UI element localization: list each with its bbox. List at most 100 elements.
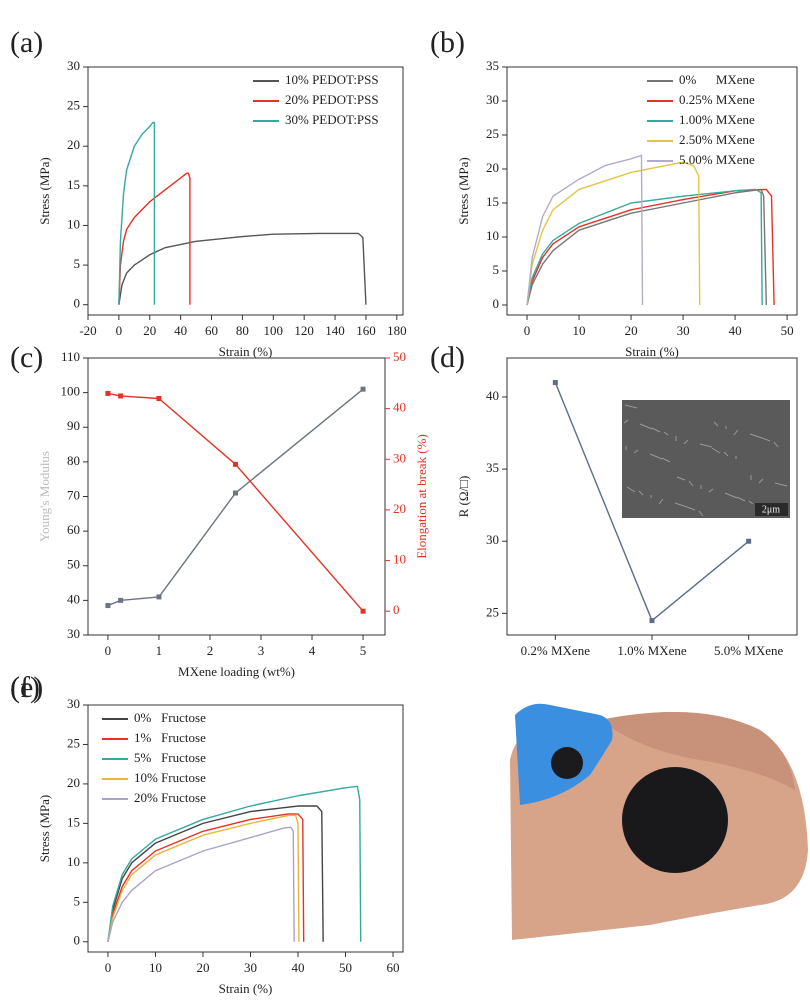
x-tick-label: -20: [79, 323, 96, 338]
x-tick-label: 1.0% MXene: [617, 643, 687, 658]
x-axis-title: Strain (%): [625, 344, 679, 359]
photo: [510, 704, 808, 940]
y2-tick-label: 0: [393, 602, 400, 617]
y-tick-label: 25: [486, 126, 499, 141]
y-tick-label: 10: [486, 228, 499, 243]
x-tick-label: 20: [625, 323, 638, 338]
x-tick-label: 40: [174, 323, 187, 338]
y-tick-label: 40: [486, 388, 499, 403]
y-tick-label: 15: [67, 177, 80, 192]
legend-label: 20% PEDOT:PSS: [285, 92, 379, 107]
y-tick-label: 25: [67, 98, 80, 113]
scale-bar-label: 2μm: [762, 504, 780, 515]
y-tick-label: 0: [493, 296, 500, 311]
y-tick-label: 110: [61, 349, 80, 364]
y2-axis-title: Elongation at break (%): [414, 434, 429, 559]
x-tick-label: 40: [292, 960, 305, 975]
y-tick-label: 30: [486, 532, 499, 547]
y-tick-label: 70: [67, 487, 80, 502]
x-tick-label: 60: [205, 323, 218, 338]
y-tick-label: 5: [74, 893, 81, 908]
x-tick-label: 40: [729, 323, 742, 338]
marker: [361, 387, 366, 392]
y2-tick-label: 20: [393, 501, 406, 516]
x-tick-label: 100: [264, 323, 284, 338]
x-tick-label: 4: [309, 643, 316, 658]
legend-label: 1% Fructose: [134, 730, 206, 745]
x-tick-label: 2: [207, 643, 214, 658]
x-tick-label: 60: [387, 960, 400, 975]
x-tick-label: 5: [360, 643, 367, 658]
legend-label: 0% Fructose: [134, 710, 206, 725]
panel-label: (c): [10, 341, 43, 374]
legend-label: 1.00% MXene: [679, 112, 755, 127]
x-tick-label: 5.0% MXene: [714, 643, 784, 658]
y-axis-title: Young's Modulus: [37, 451, 52, 542]
x-tick-label: 3: [258, 643, 265, 658]
y-tick-label: 50: [67, 557, 80, 572]
y-tick-label: 30: [67, 626, 80, 641]
legend-label: 10% Fructose: [134, 770, 206, 785]
marker: [650, 618, 655, 623]
x-tick-label: 50: [781, 323, 794, 338]
panel-label: (d): [430, 341, 465, 374]
y2-tick-label: 10: [393, 552, 406, 567]
marker: [746, 539, 751, 544]
y-axis-title: Stress (MPa): [37, 157, 52, 225]
x-axis-title: Strain (%): [219, 981, 273, 996]
y-tick-label: 0: [74, 933, 81, 948]
y-tick-label: 25: [67, 735, 80, 750]
legend-label: 2.50% MXene: [679, 132, 755, 147]
x-tick-label: 0: [105, 643, 112, 658]
y-tick-label: 40: [67, 591, 80, 606]
small-electrode: [551, 747, 583, 779]
panel-label: (b): [430, 26, 465, 59]
y2-tick-label: 30: [393, 450, 406, 465]
marker: [233, 462, 238, 467]
large-electrode: [622, 767, 728, 873]
x-axis-title: Strain (%): [219, 344, 273, 359]
x-tick-label: 1: [156, 643, 163, 658]
y-tick-label: 0: [74, 296, 81, 311]
y-tick-label: 5: [74, 256, 81, 271]
y-tick-label: 35: [486, 460, 499, 475]
x-tick-label: 0: [524, 323, 531, 338]
y-tick-label: 15: [486, 194, 499, 209]
legend-label: 20% Fructose: [134, 790, 206, 805]
y2-tick-label: 40: [393, 400, 406, 415]
x-tick-label: 120: [294, 323, 314, 338]
y-tick-label: 30: [486, 92, 499, 107]
y-tick-label: 20: [486, 160, 499, 175]
legend-label: 0% MXene: [679, 72, 755, 87]
x-tick-label: 20: [143, 323, 156, 338]
x-tick-label: 30: [677, 323, 690, 338]
legend-label: 5% Fructose: [134, 750, 206, 765]
y2-tick-label: 50: [393, 349, 406, 364]
y-tick-label: 20: [67, 137, 80, 152]
y-tick-label: 90: [67, 418, 80, 433]
sem-inset: [622, 400, 790, 518]
marker: [105, 603, 110, 608]
legend-label: 0.25% MXene: [679, 92, 755, 107]
y-axis-title: Stress (MPa): [37, 795, 52, 863]
x-tick-label: 0: [105, 960, 112, 975]
marker: [105, 391, 110, 396]
x-tick-label: 0.2% MXene: [521, 643, 591, 658]
y-tick-label: 30: [67, 58, 80, 73]
y-tick-label: 100: [61, 384, 81, 399]
x-tick-label: 160: [356, 323, 376, 338]
y-tick-label: 60: [67, 522, 80, 537]
x-axis-title: MXene loading (wt%): [178, 664, 295, 679]
figure: (f) (a)051015202530-20020406080100120140…: [0, 0, 810, 1002]
marker: [118, 598, 123, 603]
panel-label: (a): [10, 26, 43, 59]
y-axis-title: Stress (MPa): [456, 157, 471, 225]
y-tick-label: 80: [67, 453, 80, 468]
marker: [118, 393, 123, 398]
marker: [156, 396, 161, 401]
x-tick-label: 10: [149, 960, 162, 975]
legend-label: 30% PEDOT:PSS: [285, 112, 379, 127]
y-tick-label: 5: [493, 262, 500, 277]
y-tick-label: 25: [486, 604, 499, 619]
x-tick-label: 140: [325, 323, 345, 338]
